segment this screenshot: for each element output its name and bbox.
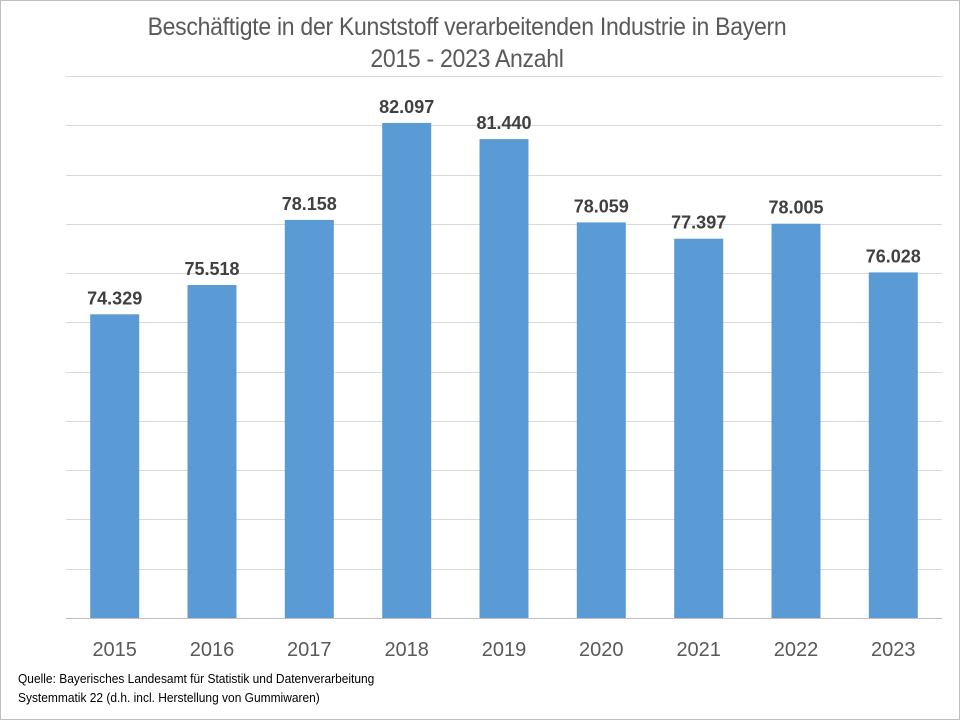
data-label: 78.158 (282, 194, 337, 214)
bar (382, 122, 432, 619)
x-tick-label: 2018 (384, 639, 429, 661)
x-tick-label: 2021 (676, 639, 721, 661)
x-tick-label: 2019 (482, 639, 527, 661)
data-label: 78.059 (574, 196, 629, 216)
x-tick-label: 2020 (579, 639, 624, 661)
x-tick-label: 2022 (774, 639, 819, 661)
classification-note: Systemmatik 22 (d.h. incl. Herstellung v… (18, 690, 320, 705)
data-label: 81.440 (476, 113, 531, 133)
bar (479, 139, 529, 618)
x-tick-label: 2023 (871, 639, 916, 661)
bar (187, 285, 237, 618)
bar (284, 219, 334, 618)
data-label: 76.028 (866, 246, 921, 266)
bar (674, 238, 724, 618)
data-label: 75.518 (184, 259, 239, 279)
bar (576, 222, 626, 618)
source-note: Quelle: Bayerisches Landesamt für Statis… (18, 671, 375, 686)
data-label: 82.097 (379, 97, 434, 117)
data-label: 77.397 (671, 213, 726, 233)
data-label: 78.005 (768, 198, 823, 218)
chart-subtitle: 2015 - 2023 Anzahl (370, 45, 564, 73)
x-tick-label: 2016 (190, 639, 235, 661)
bar (868, 272, 918, 618)
data-label: 74.329 (87, 288, 142, 308)
x-tick-label: 2017 (287, 639, 332, 661)
bar (771, 223, 821, 618)
chart-title: Beschäftigte in der Kunststoff verarbeit… (147, 13, 787, 41)
bar (90, 314, 140, 618)
x-tick-label: 2015 (92, 639, 137, 661)
